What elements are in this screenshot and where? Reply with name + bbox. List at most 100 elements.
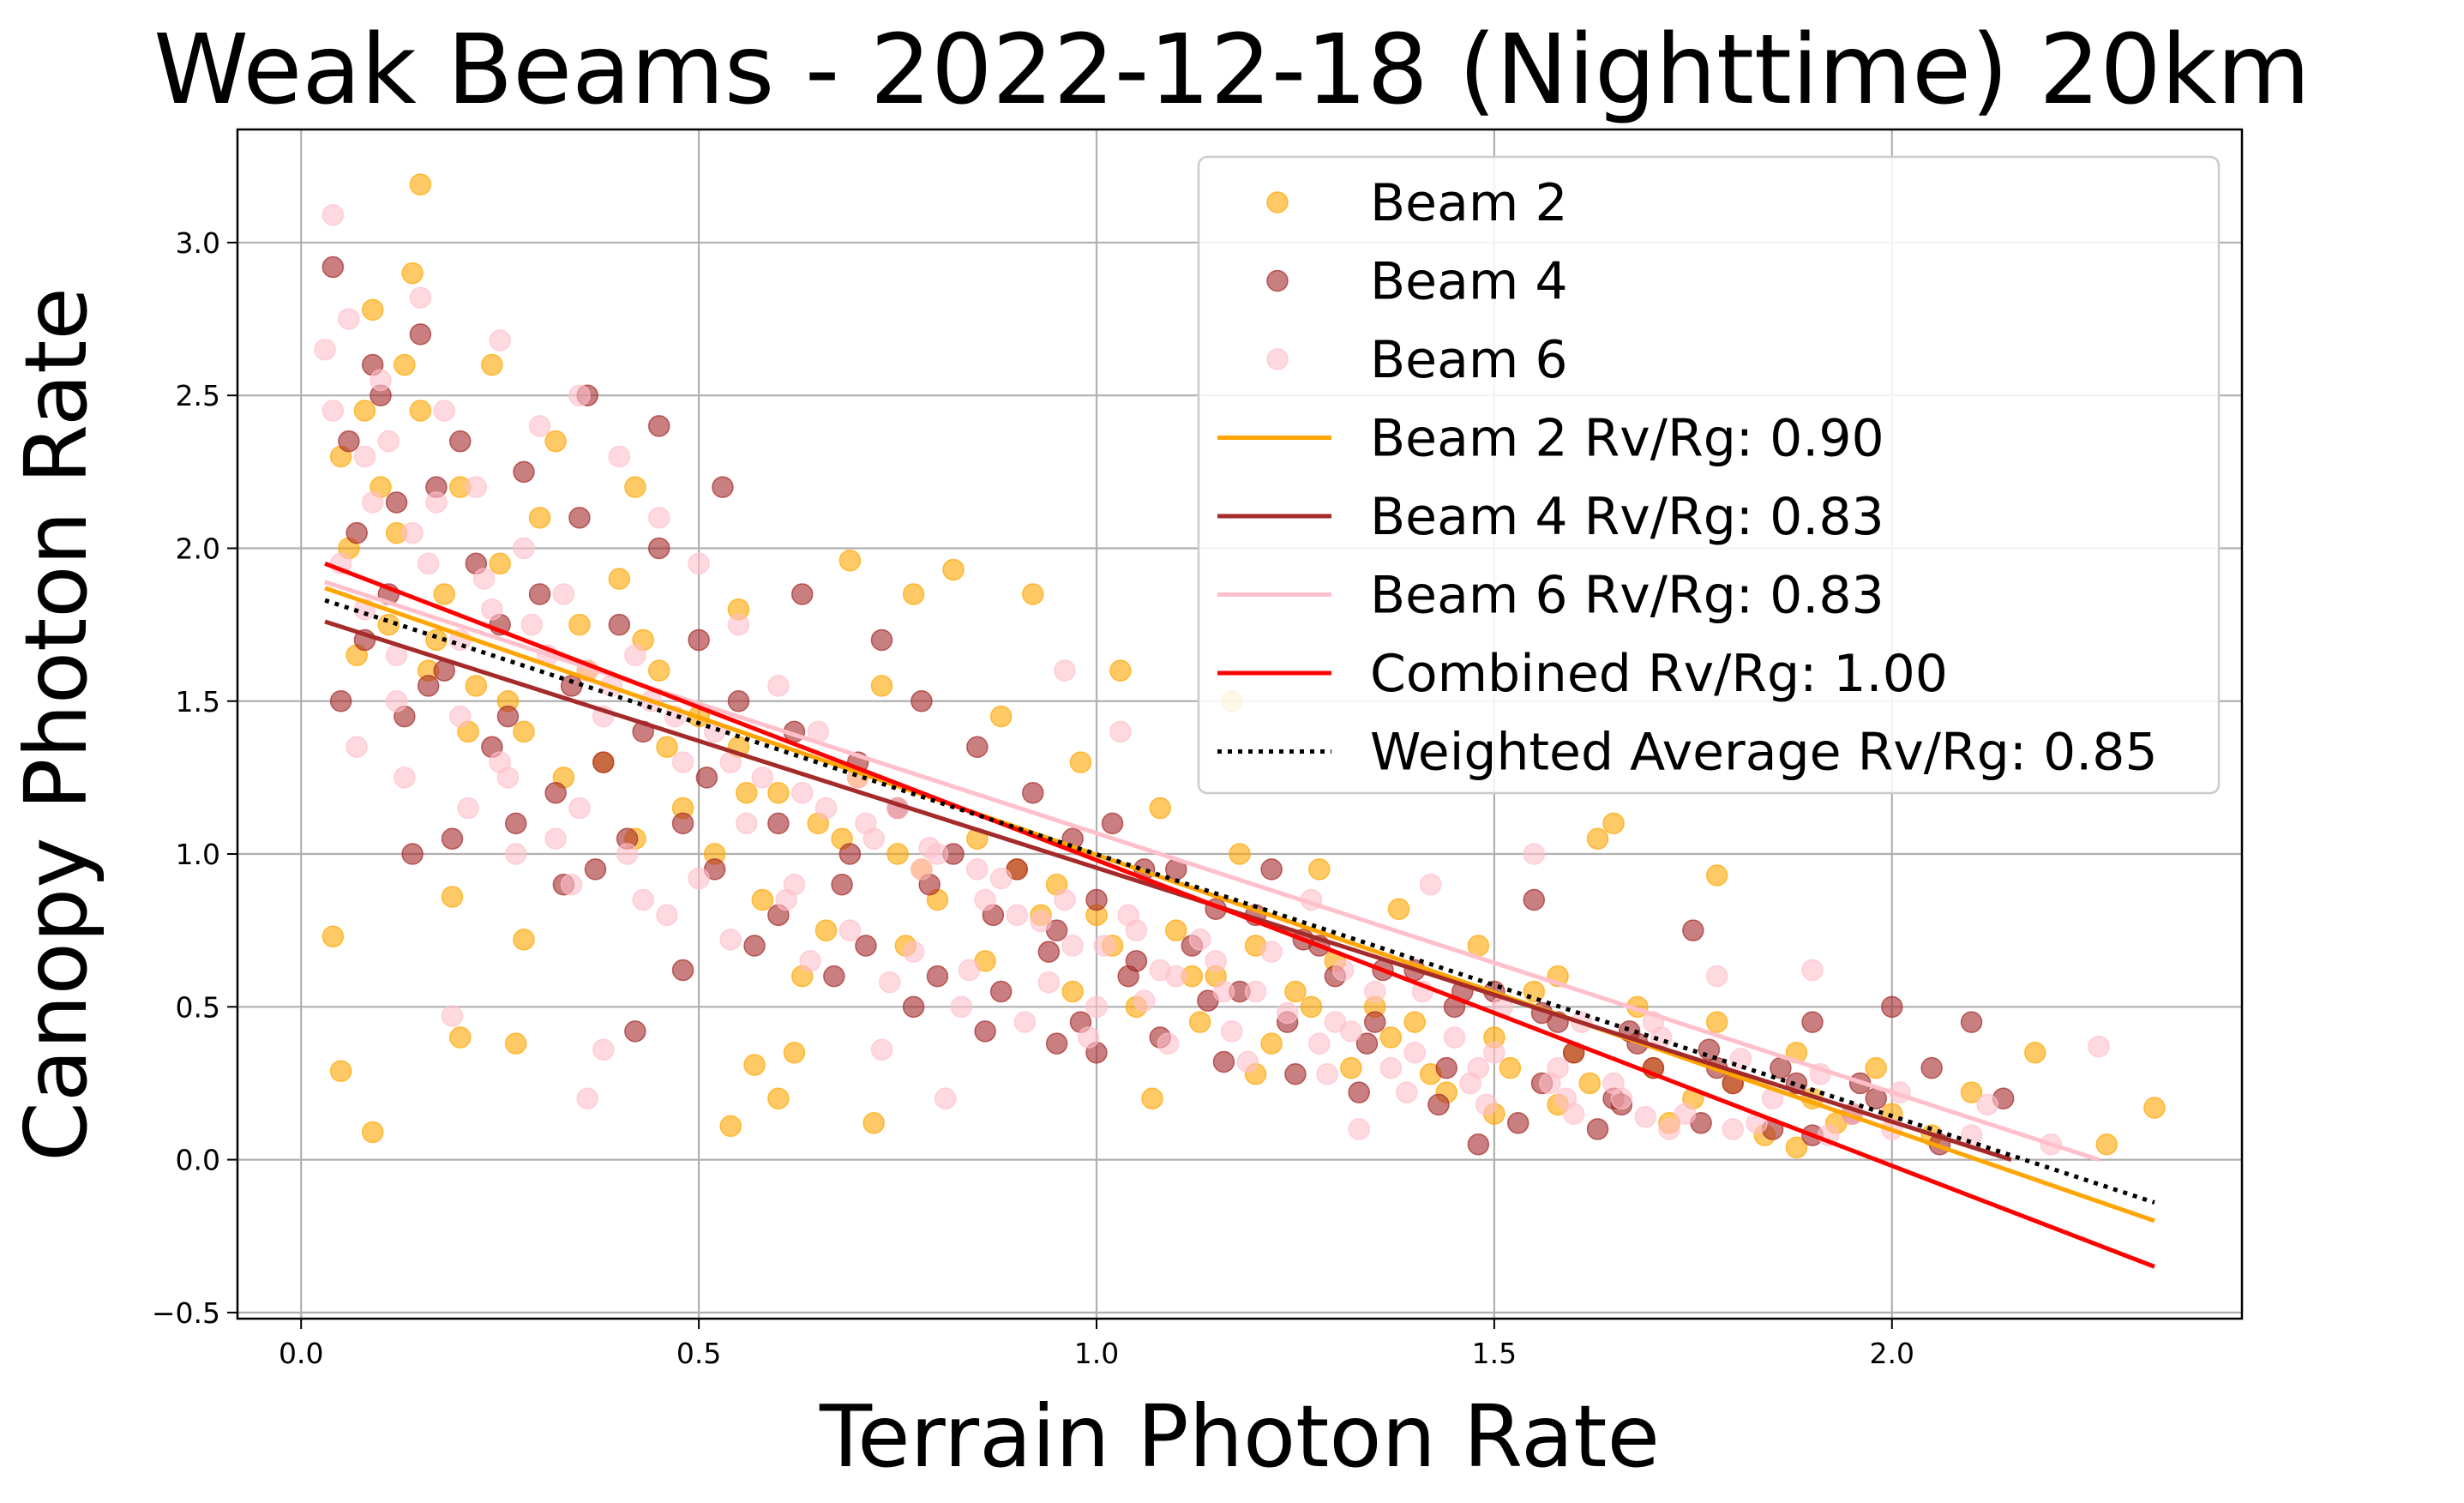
data-point: [584, 858, 607, 881]
data-point: [624, 644, 646, 667]
data-point: [513, 537, 535, 560]
data-point: [314, 338, 336, 361]
data-point: [1960, 1081, 1983, 1103]
data-point: [513, 929, 535, 951]
data-point: [1141, 1087, 1163, 1110]
data-point: [1061, 980, 1084, 1003]
data-point: [1340, 1020, 1362, 1043]
data-point: [743, 935, 766, 957]
data-point: [1260, 1032, 1283, 1055]
data-point: [823, 965, 845, 988]
data-point: [2088, 1035, 2110, 1058]
data-point: [329, 1060, 352, 1082]
data-point: [1506, 1112, 1529, 1134]
data-point: [409, 323, 432, 346]
data-point: [1157, 1032, 1180, 1055]
data-point: [513, 720, 535, 743]
data-point: [727, 613, 750, 636]
data-point: [1188, 1011, 1211, 1033]
data-point: [417, 552, 440, 575]
data-point: [1705, 864, 1728, 887]
x-tick-label: 1.5: [1472, 1337, 1517, 1370]
data-point: [1396, 1081, 1418, 1103]
data-point: [2095, 1133, 2118, 1156]
data-point: [1443, 1026, 1466, 1049]
data-point: [966, 736, 989, 758]
data-point: [560, 873, 583, 896]
data-point: [1355, 1032, 1379, 1055]
data-point: [1229, 843, 1251, 865]
data-point: [1865, 1056, 1887, 1079]
data-point: [1205, 950, 1227, 972]
data-point: [1165, 919, 1187, 941]
data-point: [544, 430, 567, 453]
data-point: [576, 1087, 598, 1110]
data-point: [1435, 1056, 1457, 1079]
data-point: [361, 298, 384, 322]
data-point: [1340, 1056, 1362, 1079]
data-point: [338, 430, 360, 453]
data-point: [504, 812, 527, 835]
data-point: [409, 286, 432, 309]
data-point: [1682, 919, 1704, 941]
data-point: [1475, 1093, 1498, 1116]
data-point: [870, 675, 893, 697]
x-tick-label: 0.5: [676, 1337, 721, 1370]
data-point: [1054, 888, 1076, 911]
data-point: [409, 400, 432, 422]
data-point: [934, 1087, 957, 1110]
data-point: [910, 690, 933, 712]
data-point: [1030, 910, 1052, 933]
data-point: [926, 965, 949, 988]
data-point: [1363, 980, 1386, 1003]
data-point: [1006, 904, 1028, 927]
legend-label: Beam 6: [1370, 330, 1568, 390]
data-point: [489, 329, 511, 352]
data-point: [346, 736, 368, 758]
data-point: [1722, 1118, 1744, 1140]
data-point: [1705, 965, 1728, 988]
data-point: [1586, 827, 1609, 850]
data-point: [870, 628, 893, 652]
data-point: [1801, 1011, 1824, 1033]
legend-label: Beam 6 Rv/Rg: 0.83: [1370, 566, 1884, 626]
data-point: [1578, 1072, 1601, 1095]
data-point: [1363, 1011, 1386, 1033]
data-point: [385, 690, 408, 712]
data-point: [1077, 1026, 1100, 1049]
data-point: [902, 995, 925, 1019]
data-point: [736, 812, 758, 835]
y-tick-label: 2.0: [176, 532, 220, 565]
data-point: [1331, 959, 1355, 982]
data-point: [1523, 888, 1546, 911]
data-point: [719, 929, 742, 951]
data-point: [855, 812, 877, 835]
data-point: [879, 971, 901, 994]
legend-box: [1197, 155, 2221, 795]
data-point: [767, 812, 790, 835]
data-point: [862, 1112, 885, 1134]
data-point: [1212, 1050, 1235, 1073]
data-point: [1109, 720, 1132, 743]
data-point: [790, 583, 814, 605]
data-point: [1634, 1105, 1656, 1128]
data-point: [433, 583, 455, 605]
data-point: [1499, 1056, 1522, 1079]
legend-label: Beam 4 Rv/Rg: 0.83: [1370, 487, 1884, 547]
data-point: [2143, 1097, 2166, 1119]
data-point: [855, 935, 877, 957]
x-axis-label: Terrain Photon Rate: [819, 1386, 1660, 1487]
fit-line: [324, 598, 2155, 1205]
data-point: [528, 583, 551, 605]
fit-line: [324, 619, 2012, 1162]
data-point: [775, 888, 797, 911]
data-point: [472, 568, 496, 590]
data-point: [1785, 1136, 1808, 1159]
fit-line: [324, 586, 2155, 1223]
fit-line: [324, 561, 2155, 1269]
data-point: [1022, 583, 1044, 605]
data-point: [902, 941, 925, 963]
data-point: [688, 867, 710, 890]
data-point: [568, 507, 591, 529]
